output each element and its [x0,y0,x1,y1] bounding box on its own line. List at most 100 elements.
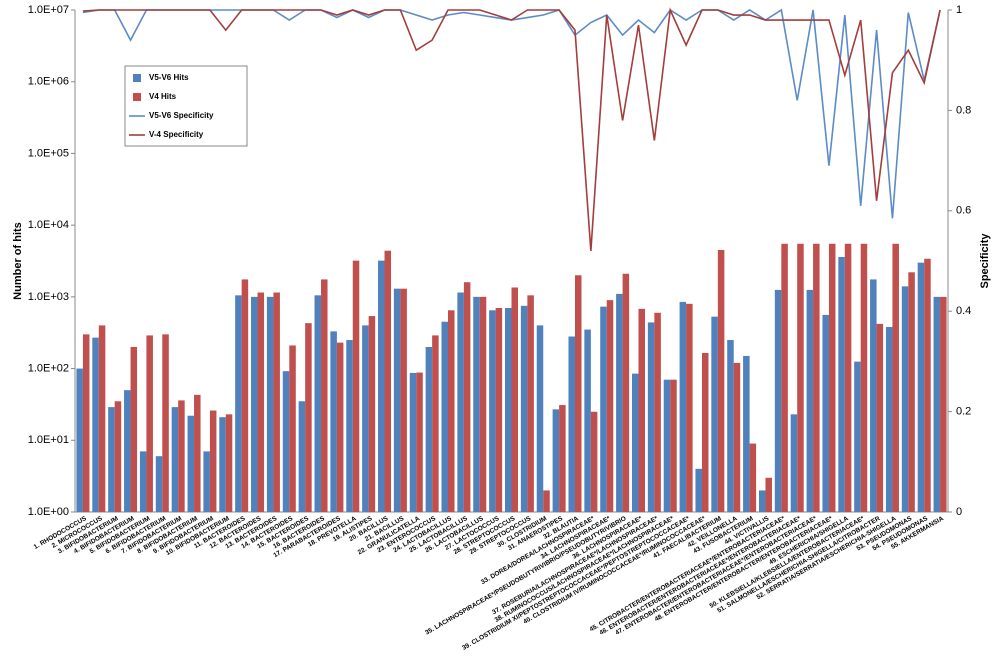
bar [520,305,528,512]
bar [765,477,772,512]
bar [511,287,519,512]
bar [844,243,852,512]
bar [425,346,433,512]
bar [727,340,734,512]
bar [448,310,455,512]
bar [378,260,385,512]
bar [178,400,185,512]
y-tick-label: 1.0E+03 [28,291,69,303]
bar [568,336,575,512]
bar [647,322,655,512]
bar [194,394,201,512]
y2-tick-label: 0.4 [956,305,971,317]
y2-tick-label: 0.6 [956,205,971,217]
bar [463,282,471,512]
bar [114,401,122,512]
y-axis-label: Number of hits [12,222,24,300]
bar [822,314,829,512]
bar [368,316,376,512]
bar [584,329,591,512]
bar [870,279,877,512]
bar [266,296,274,512]
bar [663,379,671,512]
bar [536,325,544,512]
bar [473,296,480,512]
bar [574,275,582,512]
bar [638,308,645,512]
bar [743,355,750,512]
legend-swatch [133,74,141,82]
bar [781,243,788,512]
y-tick-label: 1.0E+01 [28,434,69,446]
bar [346,340,353,512]
legend-label: V5-V6 Specificity [149,111,214,120]
bar [289,345,296,512]
legend-box [124,65,248,147]
bar [774,289,782,512]
y-tick-label: 1.0E+06 [28,76,69,88]
bar [384,250,392,512]
bar [219,417,226,512]
bar [457,292,464,512]
bar [679,301,687,512]
bar [92,337,99,512]
bar [790,414,798,512]
bar [362,325,369,512]
bar [924,258,931,512]
bar [108,407,115,512]
bar [622,273,630,512]
legend-label: V4 Hits [149,92,177,101]
bar [670,379,677,512]
bar [552,409,560,512]
bar [940,296,947,512]
bar [933,296,941,512]
bar [654,312,661,512]
bar [209,410,217,512]
bar [631,373,639,512]
y2-tick-label: 0.2 [956,406,971,418]
bar [257,292,265,512]
bar [600,306,607,512]
bar [908,272,915,512]
bar [314,295,322,512]
bar [701,352,709,512]
bar [82,334,90,512]
bar [187,415,195,512]
bar [432,335,439,512]
bar [273,292,280,512]
bar [876,323,884,512]
bar [416,372,423,512]
y2-tick-label: 0 [956,506,962,518]
bar [298,401,306,512]
bar [130,346,138,512]
bar [749,443,757,512]
bar [146,335,153,512]
y-tick-label: 1.0E+00 [28,506,69,518]
bar [98,325,106,512]
bar [171,407,179,512]
bar [797,243,804,512]
bar [330,331,337,512]
bar [686,303,693,512]
bar [76,368,83,512]
bar [616,293,623,512]
bar [235,295,242,512]
bar [758,490,766,512]
bar [590,411,598,512]
bar [409,372,417,512]
bar [352,260,360,512]
bar [504,307,512,512]
bar [441,321,449,512]
bar [860,243,868,512]
legend-swatch [133,93,141,101]
bar [606,300,614,512]
line [82,7,941,252]
bar [527,295,534,512]
y2-tick-label: 1 [956,4,962,16]
bar [282,371,290,512]
y-tick-label: 1.0E+02 [28,362,69,374]
bar [717,250,725,513]
bar [321,279,328,512]
bar [892,243,899,512]
